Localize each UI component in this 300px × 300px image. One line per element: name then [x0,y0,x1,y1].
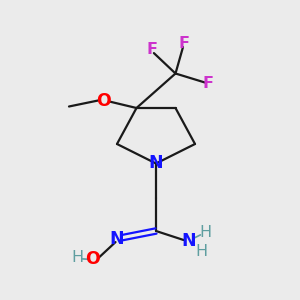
Text: N: N [149,154,163,172]
Text: H: H [196,244,208,259]
Text: N: N [182,232,196,250]
Text: F: F [179,36,190,51]
Text: O: O [96,92,111,110]
Text: N: N [110,230,124,247]
Text: H: H [200,225,211,240]
Text: O: O [85,250,100,268]
Text: H: H [71,250,83,266]
Text: F: F [203,76,214,92]
Text: F: F [146,42,157,57]
